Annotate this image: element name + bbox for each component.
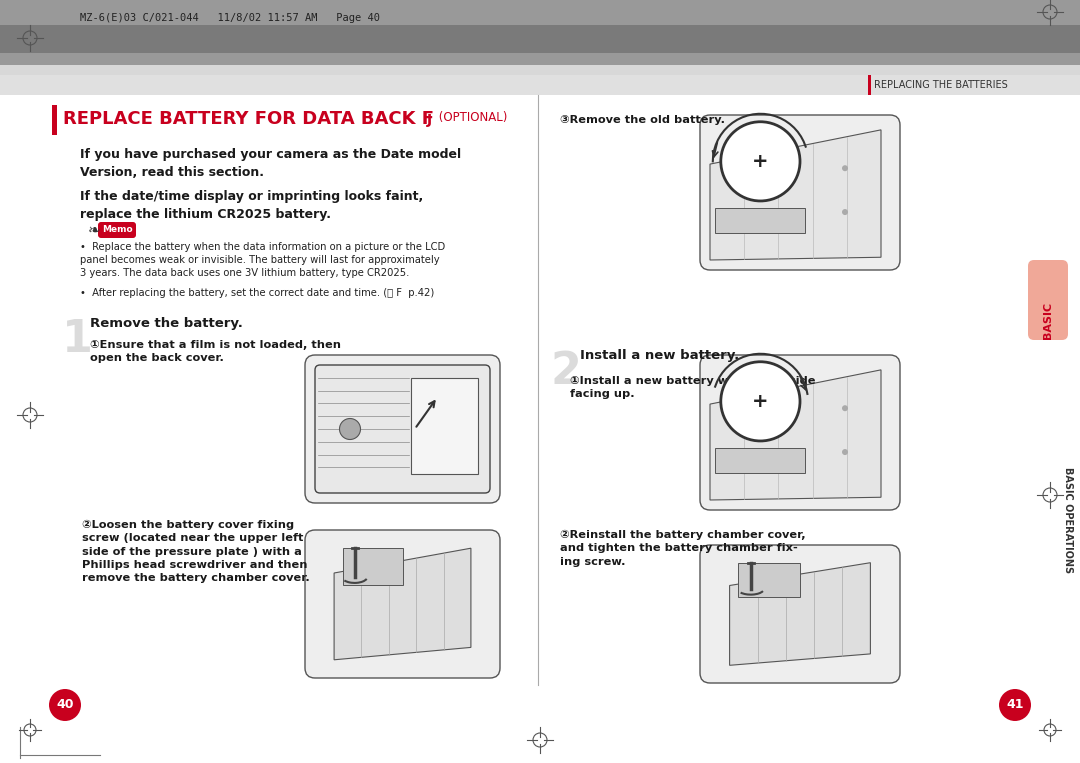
Polygon shape [730, 562, 870, 665]
Bar [0, 0, 1080, 25]
Text: J: J [427, 113, 432, 127]
Circle shape [842, 209, 848, 215]
Bar [0, 65, 1080, 75]
FancyBboxPatch shape [305, 530, 500, 678]
Text: If you have purchased your camera as the Date model
Version, read this section.: If you have purchased your camera as the… [80, 148, 461, 179]
Text: Install a new battery.: Install a new battery. [580, 349, 739, 362]
Text: +: + [752, 392, 769, 410]
Circle shape [999, 689, 1031, 721]
Polygon shape [710, 370, 881, 500]
Bar [0, 75, 1080, 95]
Text: 2: 2 [550, 350, 581, 393]
Text: BASIC: BASIC [1043, 302, 1053, 339]
Text: ①Install a new battery with the + side
facing up.: ①Install a new battery with the + side f… [570, 376, 815, 399]
FancyBboxPatch shape [305, 355, 500, 503]
Circle shape [339, 418, 361, 439]
Bar [342, 548, 403, 585]
Polygon shape [334, 548, 471, 660]
Bar [868, 75, 870, 95]
Text: Memo: Memo [102, 226, 133, 234]
Circle shape [842, 405, 848, 411]
Text: REPLACE BATTERY FOR DATA BACK F: REPLACE BATTERY FOR DATA BACK F [63, 110, 434, 128]
FancyBboxPatch shape [98, 222, 136, 238]
Text: 1: 1 [62, 318, 93, 361]
Text: •  After replacing the battery, set the correct date and time. (⨿ F  p.42): • After replacing the battery, set the c… [80, 288, 434, 298]
FancyBboxPatch shape [700, 545, 900, 683]
Text: 40: 40 [56, 698, 73, 712]
Circle shape [842, 449, 848, 455]
FancyBboxPatch shape [1028, 260, 1068, 340]
FancyBboxPatch shape [315, 365, 490, 493]
Text: +: + [752, 152, 769, 171]
Bar [715, 448, 805, 472]
Text: MZ-6(E)03 C/021-044   11/8/02 11:57 AM   Page 40: MZ-6(E)03 C/021-044 11/8/02 11:57 AM Pag… [80, 13, 380, 23]
Text: If the date/time display or imprinting looks faint,
replace the lithium CR2025 b: If the date/time display or imprinting l… [80, 190, 423, 221]
Text: BASIC OPERATIONS: BASIC OPERATIONS [1063, 467, 1074, 573]
FancyBboxPatch shape [700, 355, 900, 510]
Circle shape [842, 166, 848, 171]
Text: 41: 41 [1007, 698, 1024, 712]
Text: Remove the battery.: Remove the battery. [90, 317, 243, 330]
Bar [739, 562, 800, 597]
Bar [411, 378, 477, 474]
Text: REPLACING THE BATTERIES: REPLACING THE BATTERIES [874, 80, 1008, 90]
Text: ③Remove the old battery.: ③Remove the old battery. [561, 115, 725, 125]
Text: ①Ensure that a film is not loaded, then
open the back cover.: ①Ensure that a film is not loaded, then … [90, 340, 341, 363]
Bar [715, 208, 805, 233]
Circle shape [720, 122, 800, 201]
Bar [0, 25, 1080, 53]
Text: (OPTIONAL): (OPTIONAL) [435, 111, 508, 124]
Bar [52, 105, 57, 135]
Circle shape [720, 362, 800, 441]
Circle shape [49, 689, 81, 721]
Polygon shape [710, 130, 881, 260]
Text: ❧: ❧ [87, 223, 100, 237]
Text: •  Replace the battery when the data information on a picture or the LCD
panel b: • Replace the battery when the data info… [80, 242, 445, 278]
Text: ②Loosen the battery cover fixing
screw (located near the upper left
side of the : ②Loosen the battery cover fixing screw (… [82, 520, 310, 583]
Text: ②Reinstall the battery chamber cover,
and tighten the battery chamber fix-
ing s: ②Reinstall the battery chamber cover, an… [561, 530, 806, 567]
FancyBboxPatch shape [700, 115, 900, 270]
Bar [0, 53, 1080, 65]
